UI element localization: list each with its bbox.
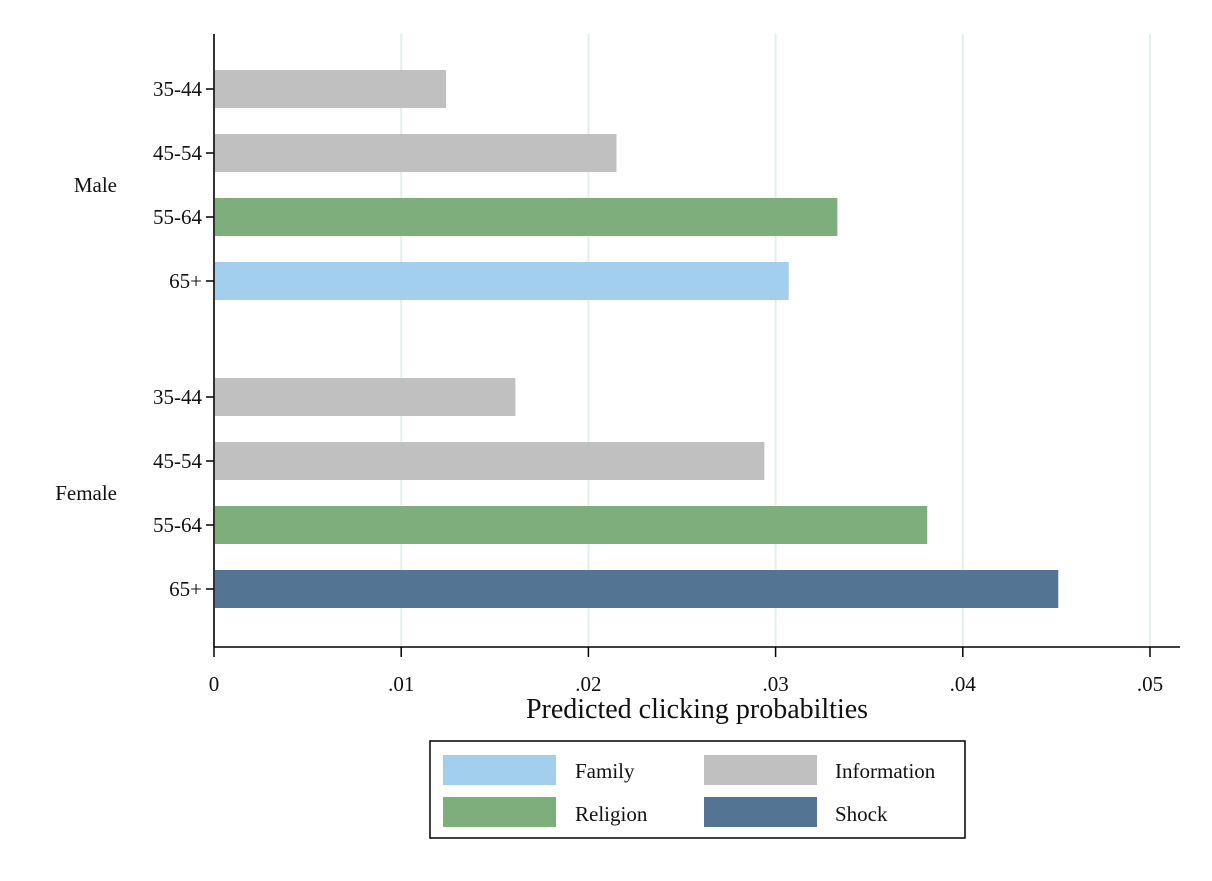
bar-male-45-54	[215, 134, 617, 172]
x-tick-label: 0	[209, 672, 220, 696]
y-tick-label: 35-44	[153, 77, 202, 101]
legend-label-family: Family	[575, 759, 635, 783]
legend-swatch-shock	[704, 797, 817, 827]
legend: Family Information Religion Shock	[429, 740, 966, 839]
bar-male-35-44	[215, 70, 447, 108]
legend-swatch-information	[704, 755, 817, 785]
x-tick-label: .01	[388, 672, 414, 696]
legend-swatch-religion	[443, 797, 556, 827]
y-tick-label: 45-54	[153, 141, 202, 165]
bar-female-45-54	[215, 442, 765, 480]
legend-label-religion: Religion	[575, 802, 648, 826]
bars	[215, 70, 1059, 608]
x-ticks: 0 .01 .02 .03 .04 .05	[209, 647, 1163, 696]
bar-female-65plus	[215, 570, 1059, 608]
bar-female-35-44	[215, 378, 516, 416]
x-tick-label: .04	[950, 672, 977, 696]
y-tick-label: 35-44	[153, 385, 202, 409]
gridlines	[400, 34, 1151, 647]
bar-male-55-64	[215, 198, 838, 236]
bar-female-55-64	[215, 506, 928, 544]
group-label: Female	[55, 481, 117, 505]
x-axis-title: Predicted clicking probabilties	[526, 694, 868, 725]
legend-label-shock: Shock	[835, 802, 888, 826]
x-tick-label: .05	[1137, 672, 1163, 696]
axes	[213, 34, 1180, 648]
y-labels: 35-44 45-54 55-64 65+ Male 35-44 45-54 55-64 65+…	[55, 77, 214, 601]
y-tick-label: 45-54	[153, 449, 202, 473]
y-tick-label: 65+	[169, 577, 202, 601]
x-tick-label: .03	[762, 672, 788, 696]
bar-male-65plus	[215, 262, 789, 300]
group-label: Male	[74, 173, 117, 197]
y-tick-label: 55-64	[153, 513, 202, 537]
legend-label-information: Information	[835, 759, 936, 783]
y-tick-label: 65+	[169, 269, 202, 293]
x-tick-label: .02	[575, 672, 601, 696]
legend-swatch-family	[443, 755, 556, 785]
y-tick-label: 55-64	[153, 205, 202, 229]
